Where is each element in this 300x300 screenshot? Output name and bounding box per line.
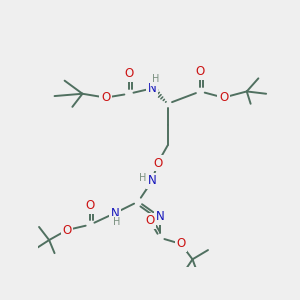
- Text: N: N: [111, 207, 119, 220]
- Text: O: O: [145, 214, 154, 227]
- Text: N: N: [148, 82, 157, 95]
- Text: O: O: [85, 199, 95, 212]
- Text: O: O: [62, 224, 72, 236]
- Text: N: N: [148, 174, 157, 187]
- Text: H: H: [139, 173, 147, 184]
- Text: O: O: [219, 91, 228, 104]
- Text: O: O: [124, 67, 134, 80]
- Text: N: N: [156, 211, 164, 224]
- Text: H: H: [152, 74, 159, 84]
- Text: O: O: [196, 65, 205, 78]
- Text: O: O: [101, 91, 110, 104]
- Text: O: O: [153, 157, 162, 169]
- Text: H: H: [113, 217, 120, 227]
- Text: O: O: [176, 237, 185, 250]
